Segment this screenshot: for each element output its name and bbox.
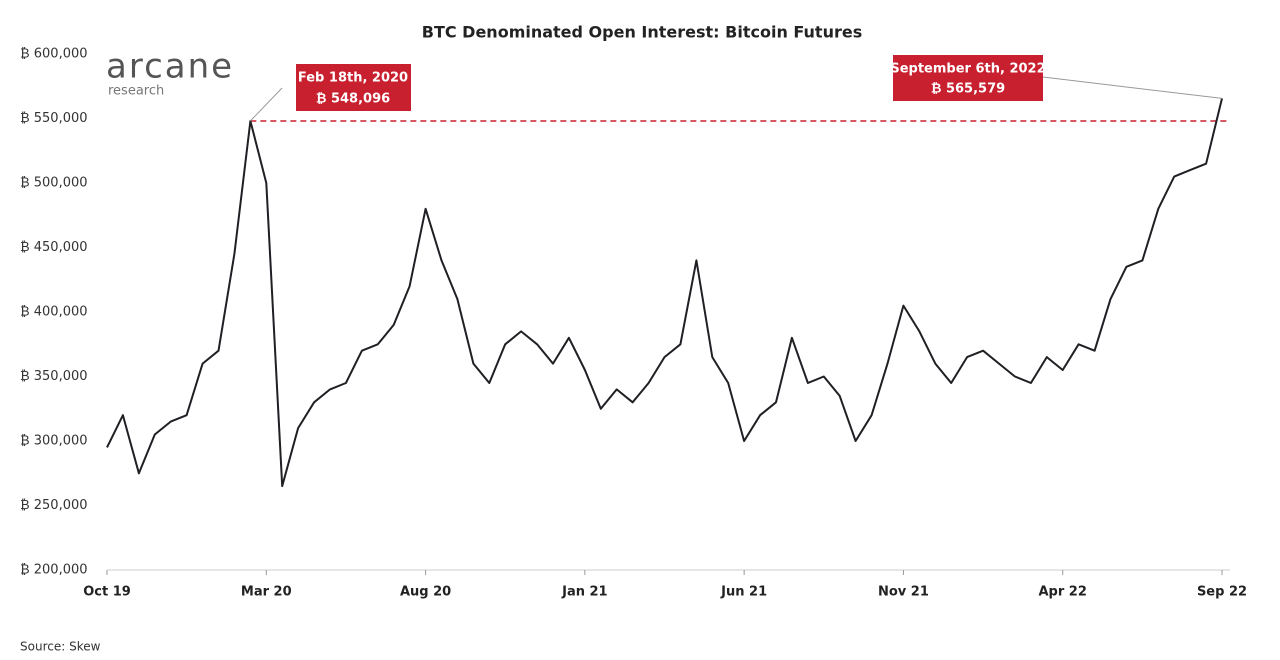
y-tick-label: ₿ 550,000 [20, 111, 88, 126]
annotation-date: September 6th, 2022 [890, 62, 1045, 77]
x-tick-label: Aug 20 [400, 585, 451, 600]
annotation-box [893, 55, 1043, 101]
y-tick-label: ₿ 350,000 [20, 369, 88, 384]
annotation-value: ₿ 565,579 [931, 82, 1005, 97]
series-line [106, 98, 1223, 488]
leader-line [249, 87, 283, 122]
y-tick-label: ₿ 600,000 [20, 47, 88, 62]
annotation-box [296, 64, 411, 111]
y-tick-label: ₿ 450,000 [20, 240, 88, 255]
x-tick-label: Jan 21 [561, 585, 607, 600]
y-tick-label: ₿ 250,000 [20, 498, 88, 513]
x-tick-label: Nov 21 [878, 585, 929, 600]
x-tick-label: Apr 22 [1039, 585, 1087, 600]
x-tick-label: Jun 21 [720, 585, 767, 600]
annotation-date: Feb 18th, 2020 [298, 71, 408, 86]
chart-title: BTC Denominated Open Interest: Bitcoin F… [422, 23, 862, 42]
x-tick-label: Oct 19 [83, 585, 131, 600]
logo-subtitle: research [108, 84, 164, 99]
x-tick-label: Mar 20 [241, 585, 292, 600]
y-tick-label: ₿ 300,000 [20, 434, 88, 449]
annotation-value: ₿ 548,096 [316, 92, 390, 107]
x-tick-label: Sep 22 [1197, 585, 1247, 600]
y-tick-label: ₿ 400,000 [20, 305, 88, 320]
leader-line [1042, 76, 1223, 99]
y-tick-label: ₿ 200,000 [20, 563, 88, 578]
y-tick-label: ₿ 500,000 [20, 176, 88, 191]
source: Source: Skew [20, 640, 101, 654]
logo: arcane [106, 47, 234, 87]
